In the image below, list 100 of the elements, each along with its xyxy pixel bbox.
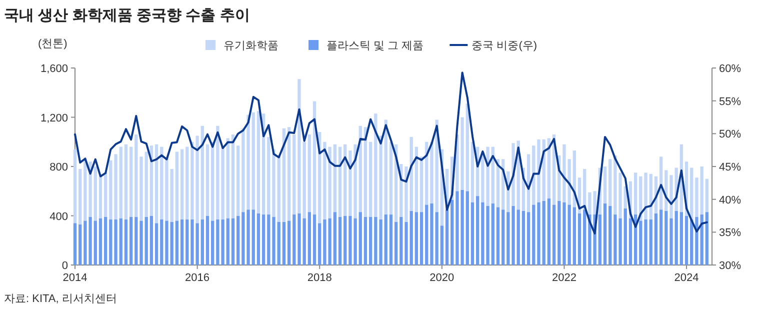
- bar: [338, 146, 342, 217]
- bar: [639, 220, 642, 265]
- bar: [364, 216, 368, 265]
- bar: [292, 134, 296, 215]
- x-tick-label: 2020: [430, 272, 454, 284]
- bar: [414, 146, 418, 212]
- bar: [389, 214, 393, 265]
- legend-label: 유기화학품: [224, 40, 278, 52]
- bar: [333, 212, 336, 265]
- x-tick-label: 2022: [552, 272, 576, 284]
- y2-tick-label: 55%: [719, 96, 742, 108]
- bar: [552, 204, 556, 265]
- bar: [532, 204, 536, 265]
- bar: [440, 226, 444, 265]
- bar: [450, 200, 454, 265]
- bar: [154, 223, 158, 265]
- x-tick-label: 2016: [185, 272, 210, 284]
- bar: [129, 216, 133, 265]
- bar: [140, 220, 143, 265]
- bar: [180, 219, 184, 265]
- bar: [389, 142, 393, 215]
- bar: [277, 222, 280, 265]
- bar: [333, 144, 336, 212]
- bar: [318, 223, 322, 265]
- bar: [134, 134, 138, 217]
- bar: [644, 219, 648, 265]
- bar: [344, 216, 347, 265]
- bar: [175, 152, 178, 221]
- bar: [73, 223, 77, 265]
- bar: [690, 168, 694, 220]
- bar: [144, 216, 148, 265]
- bar: [73, 149, 77, 224]
- text: 자료: KITA, 리서치센터: [4, 293, 117, 305]
- bar: [598, 214, 602, 265]
- bar: [705, 212, 708, 265]
- bar: [466, 191, 469, 265]
- bar: [414, 212, 418, 265]
- bar: [246, 210, 250, 265]
- bar: [160, 219, 164, 265]
- bar: [287, 220, 291, 265]
- bar: [496, 207, 500, 265]
- bar: [537, 139, 540, 202]
- y-tick-label: 400: [50, 210, 68, 223]
- bar: [180, 149, 184, 220]
- bar: [684, 216, 688, 265]
- bar: [400, 216, 403, 265]
- bar: [603, 166, 607, 204]
- bar: [144, 152, 148, 217]
- bar: [608, 159, 612, 206]
- legend-label: 플라스틱 및 그 제품: [326, 40, 424, 52]
- bar: [654, 213, 658, 265]
- bar: [308, 212, 311, 265]
- bar: [466, 104, 469, 192]
- bar: [634, 172, 638, 215]
- bar: [252, 112, 255, 210]
- bar: [624, 208, 627, 265]
- bar: [206, 144, 210, 216]
- bar: [104, 172, 108, 217]
- bar: [680, 212, 684, 265]
- bar: [547, 138, 551, 199]
- bar: [470, 202, 474, 265]
- legend-label: 중국 비중(우): [472, 40, 538, 52]
- bar: [659, 210, 663, 265]
- bar: [338, 216, 342, 265]
- bar: [358, 212, 362, 265]
- bar: [491, 203, 494, 265]
- bar: [644, 172, 648, 220]
- bar: [175, 220, 178, 265]
- bar: [277, 156, 280, 222]
- y2-tick-label: 60%: [719, 63, 742, 75]
- x-tick-label: 2024: [674, 272, 699, 284]
- bar: [344, 144, 347, 216]
- text: 1,600: [40, 63, 68, 75]
- y-tick-label: 800: [50, 162, 68, 174]
- bar: [119, 146, 122, 218]
- bar: [119, 218, 122, 265]
- bar: [368, 216, 372, 265]
- bar: [154, 144, 158, 224]
- bar: [267, 214, 270, 265]
- bar: [404, 222, 408, 265]
- bar: [292, 214, 296, 265]
- bar: [256, 111, 260, 214]
- bar: [98, 218, 102, 265]
- bar: [104, 216, 108, 265]
- bar: [379, 219, 382, 265]
- chart-title: 국내 생산 화학제품 중국향 수출 추이: [4, 7, 250, 24]
- bar: [272, 216, 276, 265]
- bar: [186, 146, 189, 220]
- bar: [78, 168, 82, 224]
- y2-tick-label: 40%: [719, 194, 742, 206]
- y2-tick-label: 50%: [719, 128, 742, 141]
- bar: [200, 219, 204, 265]
- bar: [603, 203, 607, 265]
- bar: [231, 218, 235, 265]
- bar: [287, 127, 291, 221]
- bar: [516, 210, 520, 265]
- bar: [256, 213, 260, 265]
- bar: [308, 134, 311, 212]
- line-series: [74, 72, 708, 234]
- bar: [558, 200, 561, 265]
